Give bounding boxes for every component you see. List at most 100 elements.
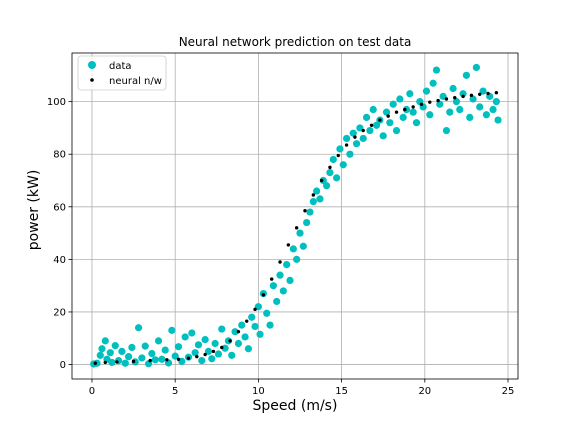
prediction-point [186, 356, 191, 360]
prediction-point [203, 352, 207, 357]
data-point [476, 103, 484, 111]
prediction-point [394, 110, 399, 114]
data-point [286, 276, 294, 285]
data-point [289, 245, 297, 253]
data-point [254, 303, 262, 311]
series-data [90, 63, 502, 368]
prediction-point [303, 209, 307, 213]
prediction-point [411, 105, 415, 109]
data-point [482, 111, 490, 119]
chart-title: Neural network prediction on test data [179, 35, 412, 49]
prediction-point [478, 92, 482, 96]
data-point [323, 182, 331, 190]
data-point [492, 98, 500, 106]
data-point [299, 242, 307, 250]
prediction-point [286, 243, 291, 247]
prediction-point [461, 94, 465, 99]
data-point [118, 347, 126, 355]
data-point [238, 321, 246, 329]
data-point [218, 325, 226, 333]
prediction-point [195, 354, 199, 359]
data-point [449, 84, 457, 93]
data-point [273, 297, 281, 306]
data-point [442, 126, 451, 135]
data-point [342, 134, 351, 143]
data-point [161, 346, 169, 354]
data-point [494, 116, 502, 124]
prediction-point [165, 358, 169, 362]
legend-marker-data [88, 61, 96, 69]
data-point [248, 313, 256, 321]
data-point [333, 174, 341, 182]
data-point [399, 113, 407, 122]
data-point [241, 333, 249, 341]
data-point [366, 126, 374, 135]
data-point [436, 100, 444, 108]
data-point [194, 341, 203, 349]
data-point [276, 271, 284, 279]
data-point [326, 169, 334, 177]
data-point [379, 132, 387, 140]
ticks: 0 5 10 15 20 25 0 20 40 60 80 100 [47, 97, 514, 397]
data-point [386, 119, 394, 127]
legend-label-data: data [109, 61, 132, 72]
data-point [266, 321, 274, 329]
prediction-point [328, 165, 332, 170]
x-axis-label: Speed (m/s) [253, 398, 338, 414]
prediction-point [220, 345, 224, 350]
prediction-point [311, 193, 316, 197]
data-point [329, 155, 337, 164]
y-tick-label: 0 [60, 360, 66, 371]
data-point [469, 95, 477, 103]
data-point [372, 121, 381, 129]
data-point [108, 358, 116, 367]
x-tick-label: 10 [252, 386, 265, 397]
prediction-point [469, 93, 474, 98]
prediction-point [228, 339, 232, 343]
data-point [412, 119, 421, 127]
plot-frame [71, 52, 519, 380]
prediction-point [294, 226, 299, 230]
data-point [346, 150, 354, 158]
prediction-point [253, 307, 257, 312]
prediction-point [369, 123, 374, 127]
data-point [174, 343, 183, 351]
x-tick-label: 15 [335, 386, 348, 397]
data-point [426, 111, 434, 119]
data-point [422, 87, 431, 95]
data-point [396, 95, 404, 103]
prediction-point [278, 260, 282, 264]
prediction-point [436, 98, 440, 103]
prediction-point [236, 329, 241, 334]
prediction-point [419, 102, 424, 106]
data-point [201, 335, 209, 344]
data-point [134, 324, 143, 332]
data-point [472, 63, 480, 72]
x-tick-label: 0 [89, 386, 95, 397]
data-point [382, 108, 391, 116]
prediction-point [336, 153, 340, 158]
prediction-point [403, 107, 407, 112]
data-point [389, 100, 397, 108]
data-point [221, 344, 229, 352]
prediction-point [270, 277, 274, 281]
data-point [106, 349, 114, 357]
series-neural-network [93, 90, 499, 365]
data-point [439, 92, 447, 100]
prediction-point [176, 357, 181, 361]
data-point [466, 113, 474, 122]
data-point [251, 322, 259, 331]
data-point [124, 353, 133, 361]
data-point [352, 140, 361, 148]
data-point [211, 339, 219, 348]
data-point [158, 355, 166, 363]
x-tick-label: 20 [418, 386, 431, 397]
y-tick-label: 100 [47, 97, 66, 108]
data-point [138, 354, 146, 362]
data-point [231, 328, 239, 336]
data-point [121, 359, 129, 367]
data-point [148, 349, 156, 358]
prediction-point [211, 349, 216, 354]
data-point [446, 108, 454, 116]
data-point [356, 124, 364, 132]
